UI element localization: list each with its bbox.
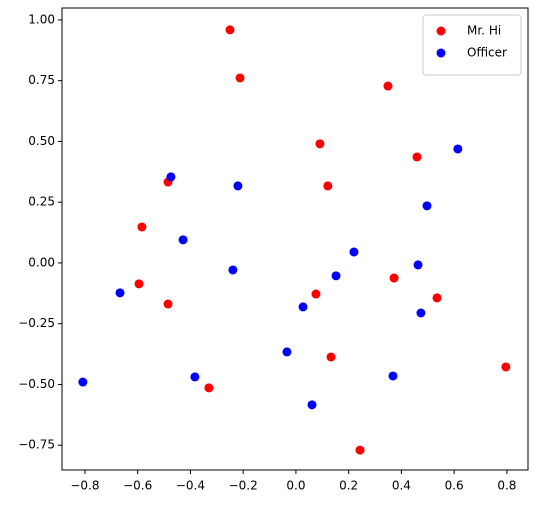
point [178, 235, 188, 245]
point [323, 181, 333, 191]
point [331, 271, 341, 281]
x-tick-label: −0.8 [70, 479, 99, 493]
point [233, 181, 243, 191]
point [311, 289, 321, 299]
y-tick-label: −0.75 [18, 438, 55, 452]
point [225, 25, 235, 35]
point [204, 383, 214, 393]
x-tick-label: −0.4 [176, 479, 205, 493]
legend-marker [436, 48, 446, 58]
point [282, 347, 292, 357]
x-tick-label: 0.2 [339, 479, 358, 493]
point [115, 288, 125, 298]
point [416, 308, 426, 318]
point [134, 279, 144, 289]
point [349, 247, 359, 257]
x-tick-label: 0.8 [497, 479, 516, 493]
point [228, 265, 238, 275]
y-tick-label: 0.50 [28, 134, 55, 148]
point [190, 372, 200, 382]
point [78, 377, 88, 387]
point [137, 222, 147, 232]
x-tick-label: 0.0 [286, 479, 305, 493]
point [355, 445, 365, 455]
point [413, 260, 423, 270]
y-tick-label: −0.25 [18, 316, 55, 330]
y-tick-label: 1.00 [28, 12, 55, 26]
legend-box [422, 14, 522, 76]
point [315, 139, 325, 149]
y-tick-label: 0.75 [28, 73, 55, 87]
x-tick-label: 0.6 [445, 479, 464, 493]
y-tick-label: 0.25 [28, 195, 55, 209]
axes-frame [61, 7, 529, 471]
point [326, 352, 336, 362]
point [501, 362, 511, 372]
legend: Mr. Hi Officer [422, 14, 522, 76]
point [235, 73, 245, 83]
point [453, 144, 463, 154]
y-tick-label: −0.50 [18, 377, 55, 391]
point [389, 273, 399, 283]
x-tick-label: −0.2 [229, 479, 258, 493]
point [166, 172, 176, 182]
legend-marker [436, 26, 446, 36]
x-tick-label: −0.6 [123, 479, 152, 493]
legend-label: Mr. Hi [467, 24, 501, 38]
point [388, 371, 398, 381]
point [163, 299, 173, 309]
point [298, 302, 308, 312]
y-tick-label: 0.00 [28, 255, 55, 269]
point [432, 293, 442, 303]
legend-label: Officer [467, 46, 507, 60]
point [307, 400, 317, 410]
point [412, 152, 422, 162]
point [422, 201, 432, 211]
x-tick-label: 0.4 [392, 479, 411, 493]
point [383, 81, 393, 91]
